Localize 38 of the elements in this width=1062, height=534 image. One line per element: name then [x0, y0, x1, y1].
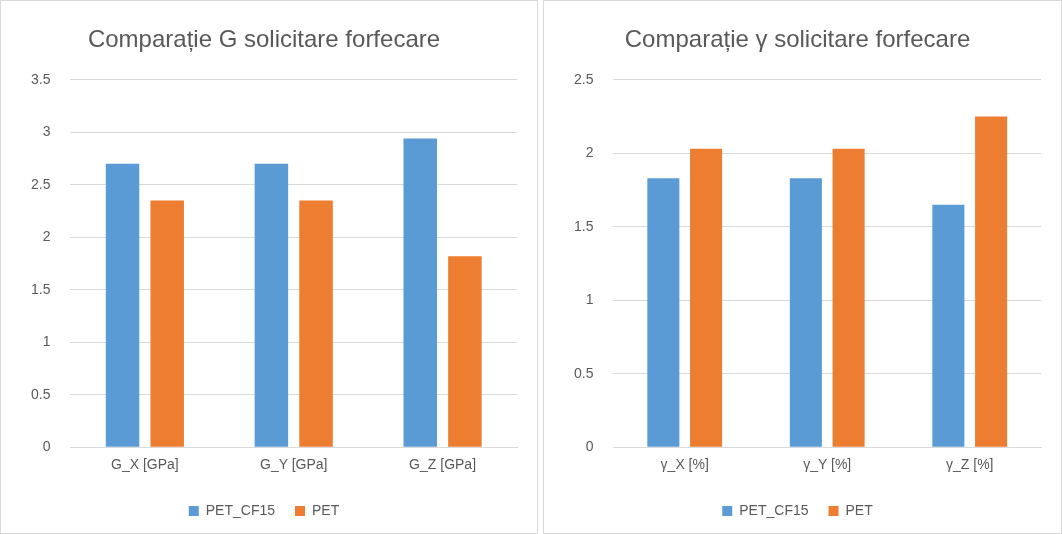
bar — [254, 163, 289, 447]
chart-title: Comparație γ solicitare forfecare — [624, 25, 971, 53]
y-tick-label: 2 — [585, 144, 594, 161]
y-tick-label: 1 — [585, 291, 594, 308]
bar — [690, 148, 723, 447]
y-tick-label: 2 — [42, 228, 51, 245]
bar — [299, 200, 333, 447]
legend-label: PET_CF15 — [205, 501, 276, 518]
bar — [832, 148, 865, 447]
bar — [448, 256, 482, 447]
y-tick-label: 2.5 — [573, 70, 594, 87]
y-tick-label: 3 — [42, 123, 51, 140]
bar — [975, 116, 1008, 447]
x-tick-label: G_X [GPa] — [111, 456, 179, 473]
y-tick-label: 3.5 — [30, 70, 51, 87]
y-tick-label: 2.5 — [30, 175, 51, 192]
legend-label: PET — [312, 501, 340, 518]
y-tick-label: 0.5 — [573, 364, 594, 381]
x-tick-label: γ_Y [%] — [803, 456, 852, 473]
y-tick-label: 1.5 — [30, 280, 51, 297]
x-tick-label: G_Y [GPa] — [260, 456, 328, 473]
y-tick-label: 0 — [42, 438, 51, 455]
bar — [403, 138, 437, 447]
bar — [150, 200, 184, 447]
bar — [105, 163, 140, 447]
legend-label: PET_CF15 — [739, 501, 809, 518]
bar — [932, 204, 965, 447]
legend-label: PET — [845, 501, 874, 518]
y-tick-label: 0 — [585, 438, 594, 455]
x-tick-label: γ_X [%] — [660, 456, 709, 473]
x-tick-label: G_Z [GPa] — [409, 456, 477, 473]
bar — [789, 178, 822, 447]
y-tick-label: 0.5 — [30, 385, 51, 402]
chart-title: Comparație G solicitare forfecare — [87, 25, 441, 53]
x-tick-label: γ_Z [%] — [946, 456, 994, 473]
bar — [647, 178, 680, 447]
y-tick-label: 1 — [42, 333, 51, 350]
y-tick-label: 1.5 — [573, 217, 594, 234]
